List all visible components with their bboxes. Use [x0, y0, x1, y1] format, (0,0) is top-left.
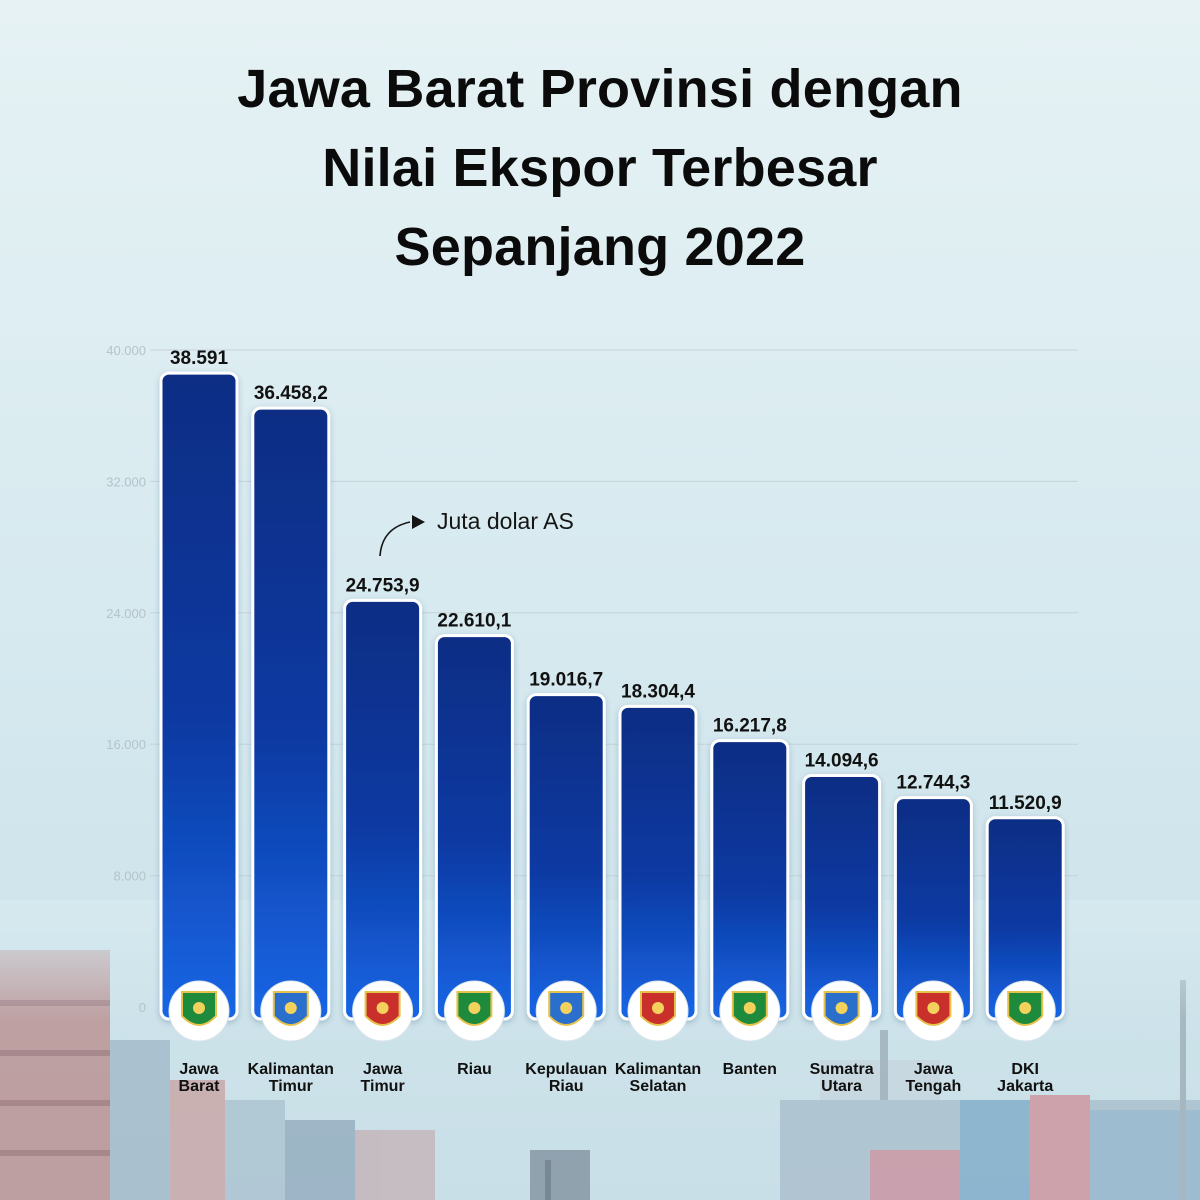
y-tick-label: 16.000 [106, 737, 146, 752]
kalimantan-timur-emblem-icon [260, 980, 322, 1042]
sumatra-utara-emblem-icon [811, 980, 873, 1042]
x-category-label: Banten [723, 1061, 777, 1078]
x-category-label: Selatan [630, 1078, 687, 1095]
x-category-label: Jakarta [997, 1078, 1053, 1095]
jawa-barat-emblem-icon [168, 980, 230, 1042]
title-line-2: Nilai Ekspor Terbesar [322, 138, 878, 198]
x-category-label: Barat [179, 1078, 221, 1095]
y-tick-label: 40.000 [106, 343, 146, 358]
banten-emblem-icon [719, 980, 781, 1042]
kepulauan-riau-emblem-icon [535, 980, 597, 1042]
bar-value-label: 24.753,9 [346, 575, 420, 596]
bar-value-label: 19.016,7 [529, 670, 603, 691]
y-tick-label: 0 [139, 1000, 146, 1015]
bar-value-label: 12.744,3 [896, 773, 970, 794]
unit-annotation: Juta dolar AS [437, 508, 574, 534]
x-category-label: Jawa [914, 1061, 953, 1078]
y-tick-label: 24.000 [106, 606, 146, 621]
x-category-label: Timur [269, 1078, 313, 1095]
bar [159, 371, 239, 1021]
bar-value-label: 16.217,8 [713, 716, 787, 737]
title-line-1: Jawa Barat Provinsi dengan [237, 59, 963, 119]
x-category-label: Jawa [179, 1061, 218, 1078]
bar [526, 693, 606, 1021]
bar-value-label: 38.591 [170, 348, 229, 369]
x-category-label: Kalimantan [248, 1061, 334, 1078]
kalimantan-selatan-emblem-icon [627, 980, 689, 1042]
x-category-label: Kepulauan [525, 1061, 607, 1078]
annotation-arrow-line [379, 521, 411, 557]
bar [710, 739, 790, 1021]
x-category-label: Kalimantan [615, 1061, 701, 1078]
bar-value-label: 36.458,2 [254, 383, 328, 404]
bar-value-label: 18.304,4 [621, 681, 695, 702]
annotation-arrowhead-icon [412, 515, 425, 529]
bar-value-label: 11.520,9 [989, 793, 1062, 814]
riau-emblem-icon [443, 980, 505, 1042]
title-line-3: Sepanjang 2022 [394, 217, 806, 277]
x-category-label: Jawa [363, 1061, 402, 1078]
x-category-label: Utara [821, 1078, 862, 1095]
x-category-label: DKI [1011, 1061, 1039, 1078]
jawa-tengah-emblem-icon [902, 980, 964, 1042]
bar [434, 634, 514, 1021]
bar-value-label: 22.610,1 [437, 611, 511, 632]
bar-value-label: 14.094,6 [805, 750, 879, 771]
y-tick-label: 32.000 [106, 474, 146, 489]
jawa-timur-emblem-icon [352, 980, 414, 1042]
bar [251, 406, 331, 1021]
x-category-label: Riau [457, 1061, 492, 1078]
chart-title: Jawa Barat Provinsi dengan Nilai Ekspor … [0, 50, 1200, 287]
x-category-label: Sumatra [810, 1061, 874, 1078]
bar [618, 704, 698, 1021]
x-category-label: Timur [361, 1078, 405, 1095]
bar [343, 598, 423, 1021]
y-tick-label: 8.000 [113, 869, 146, 884]
dki-jakarta-emblem-icon [994, 980, 1056, 1042]
x-category-label: Riau [549, 1078, 584, 1095]
x-category-label: Tengah [906, 1078, 962, 1095]
